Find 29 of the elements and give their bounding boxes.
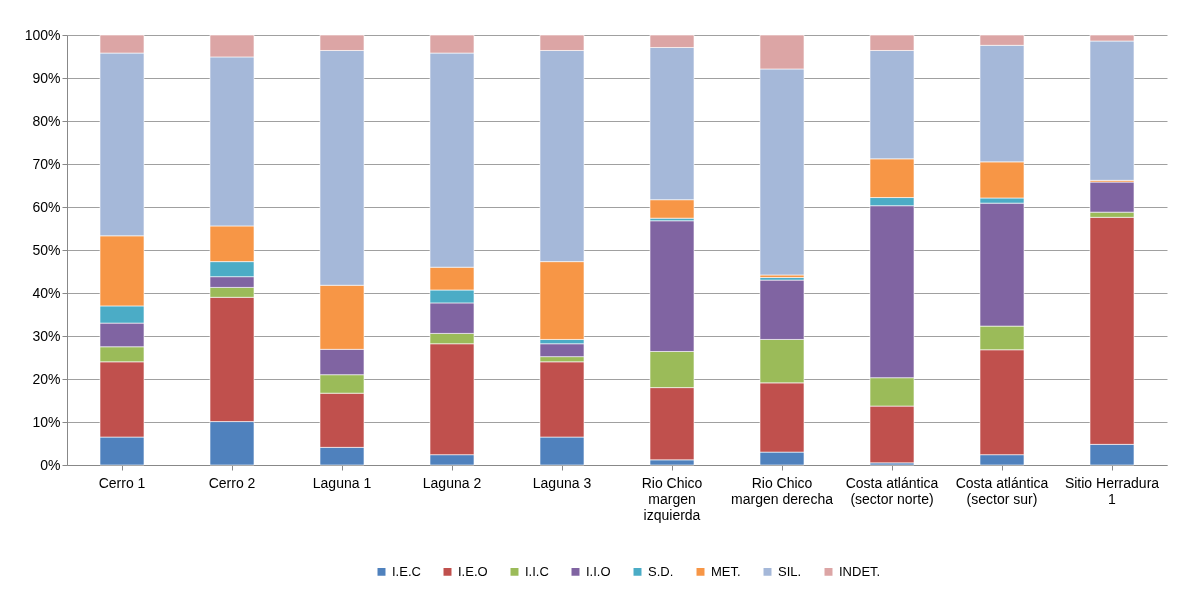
x-tick-label: Cerro 2 [208,474,256,491]
x-tick-label: Laguna 1 [312,474,372,491]
legend-label: SIL. [778,563,802,579]
y-tick-label: 80% [32,112,61,129]
x-tick-label: Costa atlántica (sector sur) [955,474,1049,507]
y-tick-label: 90% [32,69,61,86]
legend-label: I.E.C [392,563,421,579]
y-tick-label: 10% [32,413,61,430]
x-tick-label: Laguna 2 [422,474,482,491]
legend-label: I.I.O [586,563,611,579]
legend-label: S.D. [648,563,674,579]
legend-label: INDET. [839,563,881,579]
x-tick-label: Laguna 3 [532,474,592,491]
y-tick-label: 100% [24,26,61,43]
y-tick-label: 50% [32,241,61,258]
legend-label: I.I.C [525,563,549,579]
y-tick-label: 40% [32,284,61,301]
y-tick-label: 20% [32,370,61,387]
legend-label: MET. [711,563,741,579]
y-tick-label: 0% [40,456,61,473]
y-tick-label: 30% [32,327,61,344]
x-tick-label: Rio Chico margen derecha [731,474,834,507]
legend-label: I.E.O [458,563,488,579]
x-tick-label: Cerro 1 [98,474,146,491]
x-tick-label: Costa atlántica (sector norte) [845,474,939,507]
y-tick-label: 60% [32,198,61,215]
x-tick-label: Rio Chico margen izquierda [641,474,703,523]
x-tick-label: Sitio Herradura 1 [1064,474,1160,507]
y-tick-label: 70% [32,155,61,172]
